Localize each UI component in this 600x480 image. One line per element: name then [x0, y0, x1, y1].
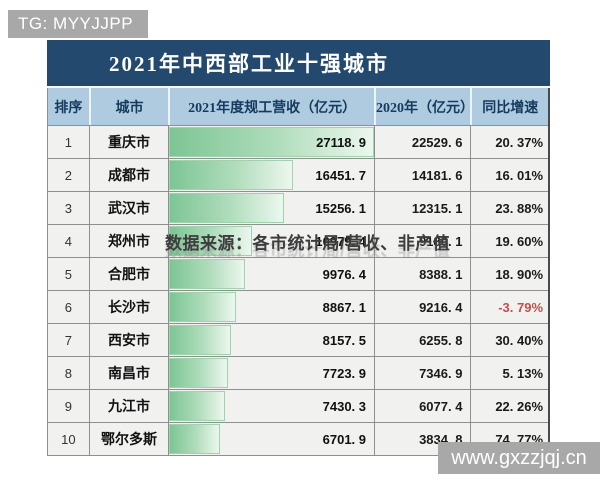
revenue-cell: 8867. 1 — [168, 291, 374, 323]
rank-cell: 8 — [64, 365, 72, 381]
rank-cell: 9 — [64, 398, 72, 414]
revenue-cell: 8157. 5 — [168, 324, 374, 356]
revenue-value: 6701. 9 — [322, 431, 366, 447]
rank-cell: 2 — [64, 167, 72, 183]
table-rows: 1 重庆市 27118. 9 22529. 6 20. 37% 2 成都市 16… — [48, 126, 548, 455]
table-row: 7 西安市 8157. 5 6255. 8 30. 40% — [48, 324, 548, 357]
city-cell: 郑州市 — [88, 225, 169, 257]
city-cell: 九江市 — [88, 390, 169, 422]
revenue-bar — [169, 226, 253, 256]
table-row: 4 郑州市 10979. 4 9180. 1 19. 60% — [48, 225, 548, 258]
table-row: 5 合肥市 9976. 4 8388. 1 18. 90% — [48, 258, 548, 291]
growth-cell: 5. 13% — [470, 357, 548, 389]
revenue-cell: 9976. 4 — [168, 258, 374, 290]
revenue-value: 8867. 1 — [322, 299, 366, 315]
city-cell: 长沙市 — [88, 291, 169, 323]
growth-cell: -3. 79% — [470, 291, 548, 323]
growth-cell: 18. 90% — [470, 258, 548, 290]
city-cell: 南昌市 — [88, 357, 169, 389]
revenue-cell: 7723. 9 — [168, 357, 374, 389]
revenue-value: 7723. 9 — [322, 365, 366, 381]
col-header-growth: 同比增速 — [470, 88, 548, 125]
watermark-badge-bottom-right: www.gxzzjqj.cn — [438, 442, 600, 474]
revenue-cell: 7430. 3 — [168, 390, 374, 422]
revenue-cell: 16451. 7 — [168, 159, 374, 191]
value-2020-cell: 22529. 6 — [374, 126, 470, 158]
revenue-cell: 10979. 4 — [168, 225, 374, 257]
city-cell: 重庆市 — [88, 126, 169, 158]
growth-cell: 30. 40% — [470, 324, 548, 356]
rank-cell: 1 — [64, 134, 72, 150]
col-header-revenue-2021: 2021年度规工营收（亿元） — [168, 88, 374, 125]
revenue-bar — [169, 160, 294, 190]
table-row: 3 武汉市 15256. 1 12315. 1 23. 88% — [48, 192, 548, 225]
table-row: 9 九江市 7430. 3 6077. 4 22. 26% — [48, 390, 548, 423]
rank-cell: 3 — [64, 200, 72, 216]
value-2020-cell: 6077. 4 — [374, 390, 470, 422]
watermark-badge-top-left: TG: MYYJJPP — [8, 10, 148, 38]
city-cell: 成都市 — [88, 159, 169, 191]
growth-cell: 19. 60% — [470, 225, 548, 257]
revenue-bar — [169, 358, 228, 388]
col-header-2020: 2020年（亿元） — [374, 88, 474, 125]
col-header-city: 城市 — [88, 88, 169, 125]
city-cell: 合肥市 — [88, 258, 169, 290]
revenue-cell: 27118. 9 — [168, 126, 374, 158]
revenue-value: 9976. 4 — [322, 266, 366, 282]
value-2020-cell: 8388. 1 — [374, 258, 470, 290]
source-watermark: 数据来源：各市统计局/营收、非产值 — [165, 234, 451, 253]
rank-cell: 10 — [61, 431, 76, 447]
revenue-bar — [169, 325, 231, 355]
table-title: 2021年中西部工业十强城市 — [47, 40, 550, 88]
growth-cell: 23. 88% — [470, 192, 548, 224]
revenue-bar — [169, 193, 285, 223]
table-header: 排序 城市 2021年度规工营收（亿元） 2020年（亿元） 同比增速 — [48, 88, 548, 126]
value-2020-cell: 6255. 8 — [374, 324, 470, 356]
growth-cell: 22. 26% — [470, 390, 548, 422]
growth-cell: 20. 37% — [470, 126, 548, 158]
revenue-value: 7430. 3 — [322, 398, 366, 414]
table-row: 1 重庆市 27118. 9 22529. 6 20. 37% — [48, 126, 548, 159]
revenue-bar — [169, 127, 374, 157]
value-2020-cell: 14181. 6 — [374, 159, 470, 191]
rank-cell: 7 — [64, 332, 72, 348]
value-2020-cell: 7346. 9 — [374, 357, 470, 389]
rank-cell: 6 — [64, 299, 72, 315]
rank-cell: 4 — [64, 233, 72, 249]
table-grid: 排序 城市 2021年度规工营收（亿元） 2020年（亿元） 同比增速 1 重庆… — [47, 88, 550, 456]
value-2020-cell: 9216. 4 — [374, 291, 470, 323]
col-header-rank: 排序 — [54, 100, 83, 116]
ranking-table: 2021年中西部工业十强城市 排序 城市 2021年度规工营收（亿元） 2020… — [47, 40, 550, 456]
revenue-value: 15256. 1 — [315, 200, 366, 216]
revenue-value: 10979. 4 — [315, 233, 366, 249]
revenue-value: 27118. 9 — [316, 134, 366, 150]
city-cell: 武汉市 — [88, 192, 169, 224]
revenue-bar — [169, 391, 226, 421]
revenue-bar — [169, 259, 245, 289]
revenue-bar — [169, 292, 237, 322]
growth-cell: 16. 01% — [470, 159, 548, 191]
revenue-bar — [169, 424, 220, 454]
revenue-value: 16451. 7 — [315, 167, 366, 183]
revenue-cell: 15256. 1 — [168, 192, 374, 224]
rank-cell: 5 — [64, 266, 72, 282]
revenue-value: 8157. 5 — [322, 332, 366, 348]
value-2020-cell: 12315. 1 — [374, 192, 470, 224]
value-2020-cell: 9180. 1 — [374, 225, 470, 257]
revenue-cell: 6701. 9 — [168, 423, 374, 455]
table-row: 2 成都市 16451. 7 14181. 6 16. 01% — [48, 159, 548, 192]
table-row: 6 长沙市 8867. 1 9216. 4 -3. 79% — [48, 291, 548, 324]
city-cell: 西安市 — [88, 324, 169, 356]
city-cell: 鄂尔多斯 — [88, 423, 169, 455]
table-row: 8 南昌市 7723. 9 7346. 9 5. 13% — [48, 357, 548, 390]
